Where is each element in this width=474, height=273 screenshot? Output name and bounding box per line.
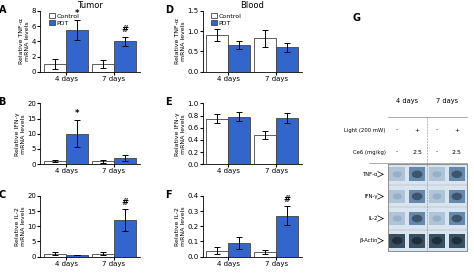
FancyBboxPatch shape bbox=[388, 164, 467, 251]
Ellipse shape bbox=[412, 171, 422, 178]
Bar bbox=[66, 30, 88, 72]
Y-axis label: Relative IFN-γ
mRNA levels: Relative IFN-γ mRNA levels bbox=[175, 112, 186, 156]
Bar bbox=[92, 254, 114, 257]
FancyBboxPatch shape bbox=[449, 189, 465, 203]
Text: #: # bbox=[284, 195, 291, 204]
Y-axis label: Relative TNF-α
mRNA levels: Relative TNF-α mRNA levels bbox=[19, 18, 30, 64]
Legend: Control, PDT: Control, PDT bbox=[210, 13, 242, 26]
Ellipse shape bbox=[393, 215, 402, 222]
Ellipse shape bbox=[452, 171, 462, 178]
FancyBboxPatch shape bbox=[429, 189, 445, 203]
Ellipse shape bbox=[432, 193, 441, 200]
Text: +: + bbox=[454, 127, 459, 133]
Bar bbox=[206, 118, 228, 164]
Bar bbox=[254, 38, 276, 72]
Title: Blood: Blood bbox=[240, 1, 264, 10]
Text: D: D bbox=[165, 5, 173, 15]
Bar bbox=[92, 64, 114, 72]
Ellipse shape bbox=[432, 215, 441, 222]
Bar bbox=[206, 251, 228, 257]
Text: *: * bbox=[75, 109, 80, 118]
FancyBboxPatch shape bbox=[449, 234, 465, 248]
Bar bbox=[228, 117, 250, 164]
Text: Light (200 mW): Light (200 mW) bbox=[344, 127, 386, 133]
Text: #: # bbox=[121, 25, 128, 34]
Text: B: B bbox=[0, 97, 6, 107]
Text: -: - bbox=[396, 150, 399, 155]
Text: A: A bbox=[0, 5, 6, 15]
Bar bbox=[228, 45, 250, 72]
Ellipse shape bbox=[452, 237, 462, 244]
Bar bbox=[276, 216, 298, 257]
Legend: Control, PDT: Control, PDT bbox=[48, 13, 80, 26]
FancyBboxPatch shape bbox=[429, 167, 445, 181]
Title: Tumor: Tumor bbox=[77, 1, 103, 10]
FancyBboxPatch shape bbox=[409, 212, 425, 225]
Ellipse shape bbox=[452, 193, 462, 200]
Ellipse shape bbox=[452, 215, 462, 222]
Bar bbox=[92, 161, 114, 164]
FancyBboxPatch shape bbox=[389, 234, 405, 248]
Text: F: F bbox=[165, 190, 171, 200]
FancyBboxPatch shape bbox=[389, 189, 405, 203]
Bar bbox=[44, 64, 66, 72]
Text: -: - bbox=[396, 127, 399, 133]
FancyBboxPatch shape bbox=[389, 212, 405, 225]
FancyBboxPatch shape bbox=[389, 167, 405, 181]
Bar bbox=[276, 118, 298, 164]
Bar bbox=[114, 41, 136, 72]
Text: 2.5: 2.5 bbox=[452, 150, 462, 155]
Ellipse shape bbox=[412, 237, 422, 244]
Text: β-Actin: β-Actin bbox=[360, 238, 378, 243]
Y-axis label: Relative TNF-α
mRNA levels: Relative TNF-α mRNA levels bbox=[175, 18, 186, 64]
Bar bbox=[44, 254, 66, 257]
FancyBboxPatch shape bbox=[409, 167, 425, 181]
FancyBboxPatch shape bbox=[449, 212, 465, 225]
Ellipse shape bbox=[432, 171, 441, 177]
Ellipse shape bbox=[412, 215, 422, 222]
Text: 4 days: 4 days bbox=[396, 98, 418, 104]
Bar bbox=[44, 161, 66, 164]
Text: -: - bbox=[436, 150, 438, 155]
Text: 2.5: 2.5 bbox=[412, 150, 422, 155]
Text: *: * bbox=[75, 9, 80, 18]
Ellipse shape bbox=[412, 193, 422, 200]
Bar bbox=[66, 255, 88, 257]
FancyBboxPatch shape bbox=[429, 212, 445, 225]
Bar bbox=[228, 243, 250, 257]
FancyBboxPatch shape bbox=[429, 234, 445, 248]
Ellipse shape bbox=[392, 237, 402, 244]
Bar bbox=[66, 134, 88, 164]
Bar bbox=[114, 220, 136, 257]
FancyBboxPatch shape bbox=[409, 234, 425, 248]
Bar bbox=[276, 48, 298, 72]
Y-axis label: Relative IL-2
mRNA levels: Relative IL-2 mRNA levels bbox=[175, 206, 186, 246]
Text: Ce6 (mg/kg): Ce6 (mg/kg) bbox=[353, 150, 386, 155]
Text: IFN-γ: IFN-γ bbox=[365, 194, 378, 199]
Text: G: G bbox=[352, 13, 360, 23]
Y-axis label: Relative IL-2
mRNA levels: Relative IL-2 mRNA levels bbox=[15, 206, 26, 246]
Ellipse shape bbox=[393, 193, 402, 200]
Bar bbox=[254, 135, 276, 164]
Text: TNF-α: TNF-α bbox=[363, 172, 378, 177]
Text: C: C bbox=[0, 190, 6, 200]
Bar bbox=[114, 158, 136, 164]
Text: #: # bbox=[121, 198, 128, 207]
Text: E: E bbox=[165, 97, 171, 107]
Bar bbox=[206, 35, 228, 72]
Ellipse shape bbox=[432, 237, 442, 244]
Bar bbox=[254, 252, 276, 257]
Text: 7 days: 7 days bbox=[436, 98, 458, 104]
Text: -: - bbox=[436, 127, 438, 133]
Y-axis label: Relative IFN-γ
mRNA levels: Relative IFN-γ mRNA levels bbox=[15, 112, 26, 156]
Text: +: + bbox=[415, 127, 420, 133]
Ellipse shape bbox=[393, 171, 402, 177]
Text: IL-2: IL-2 bbox=[369, 216, 378, 221]
FancyBboxPatch shape bbox=[449, 167, 465, 181]
FancyBboxPatch shape bbox=[409, 189, 425, 203]
